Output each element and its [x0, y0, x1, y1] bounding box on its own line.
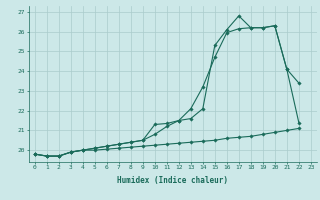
- X-axis label: Humidex (Indice chaleur): Humidex (Indice chaleur): [117, 176, 228, 185]
